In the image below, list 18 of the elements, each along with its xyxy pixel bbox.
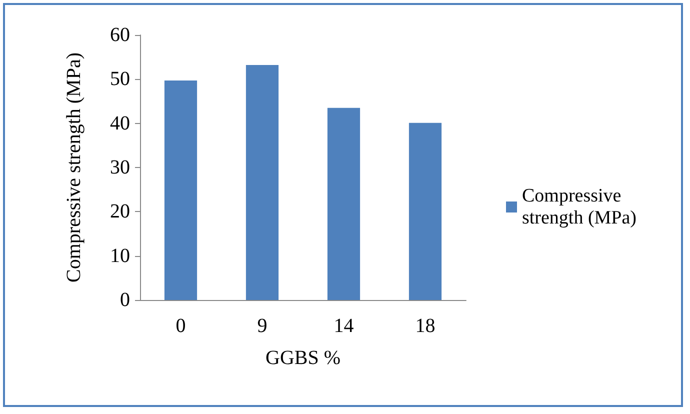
y-tick-label: 10 xyxy=(110,244,130,267)
y-tick-label: 20 xyxy=(110,200,130,223)
y-tick-label: 50 xyxy=(110,68,130,90)
y-tick-label: 60 xyxy=(110,24,130,46)
x-tick-label: 18 xyxy=(415,315,436,337)
bar xyxy=(246,65,279,300)
x-tick-label: 9 xyxy=(257,315,268,337)
bar xyxy=(164,80,198,300)
legend-label: Compressive strength (MPa) xyxy=(522,186,637,228)
y-tick-label: 40 xyxy=(110,112,130,134)
bar xyxy=(327,108,360,300)
x-tick-label: 0 xyxy=(176,315,186,337)
bar xyxy=(408,122,442,300)
x-tick-label: 14 xyxy=(334,315,354,337)
x-axis-title: GGBS % xyxy=(265,347,341,369)
y-axis-title: Compressive strength (MPa) xyxy=(63,52,85,282)
y-tick-label: 30 xyxy=(110,156,130,178)
y-tick-label: 0 xyxy=(120,289,130,311)
